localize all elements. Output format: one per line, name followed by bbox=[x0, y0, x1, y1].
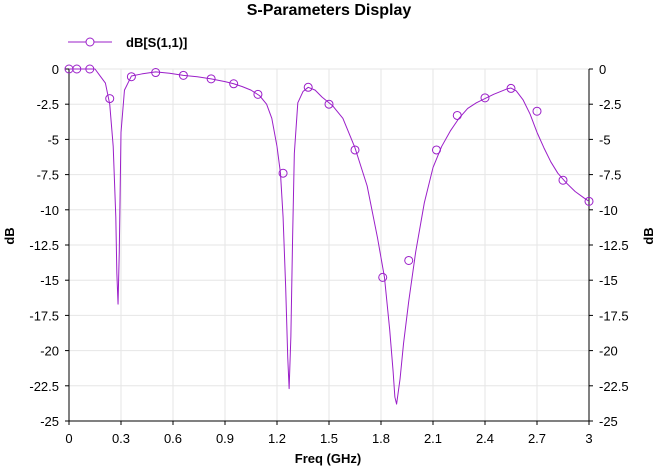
data-point-marker bbox=[452, 110, 462, 120]
x-tick-label: 1.5 bbox=[320, 431, 338, 446]
x-axis-label: Freq (GHz) bbox=[295, 451, 361, 466]
data-point-marker bbox=[404, 255, 414, 265]
y-tick-label-right: -25 bbox=[599, 414, 618, 429]
y-tick-label-right: -5 bbox=[599, 132, 611, 147]
data-point-marker bbox=[126, 72, 136, 82]
legend: dB[S(1,1)] bbox=[68, 35, 187, 50]
data-point-marker bbox=[151, 68, 161, 78]
y-tick-label-left: -12.5 bbox=[29, 238, 59, 253]
tick-labels: 0 0.3 0.6 0.9 1.2 1.5 1.8 2.1 2.4 2.7 3 0 0 -2.5 -2.5 -… bbox=[29, 62, 628, 446]
series-line bbox=[69, 68, 590, 405]
data-point-marker bbox=[72, 64, 82, 74]
legend-marker-icon bbox=[85, 37, 95, 47]
y-tick-label-left: -15 bbox=[40, 273, 59, 288]
y-tick-label-left: -10 bbox=[40, 203, 59, 218]
y-tick-label-right: -15 bbox=[599, 273, 618, 288]
y-tick-label-right: -2.5 bbox=[599, 97, 621, 112]
y-tick-label-right: -20 bbox=[599, 344, 618, 359]
data-point-marker bbox=[532, 106, 542, 116]
data-point-marker bbox=[105, 94, 115, 104]
y-tick-label-right: -12.5 bbox=[599, 238, 629, 253]
x-tick-label: 2.7 bbox=[528, 431, 546, 446]
x-tick-label: 2.4 bbox=[476, 431, 494, 446]
y-tick-label-left: -20 bbox=[40, 344, 59, 359]
y-tick-label-left: -2.5 bbox=[37, 97, 59, 112]
y-axis-label-right: dB bbox=[641, 227, 656, 244]
data-point-marker bbox=[178, 70, 188, 80]
x-tick-label: 1.2 bbox=[268, 431, 286, 446]
data-point-marker bbox=[584, 196, 594, 206]
x-tick-label: 3 bbox=[585, 431, 592, 446]
data-point-marker bbox=[253, 89, 263, 99]
chart-title: S-Parameters Display bbox=[247, 2, 412, 19]
y-tick-label-right: 0 bbox=[599, 62, 606, 77]
y-tick-label-left: -17.5 bbox=[29, 308, 59, 323]
x-tick-label: 0 bbox=[65, 431, 72, 446]
y-tick-label-right: -22.5 bbox=[599, 379, 629, 394]
data-point-marker bbox=[278, 168, 288, 178]
data-point-marker bbox=[303, 82, 313, 92]
x-tick-label: 0.9 bbox=[216, 431, 234, 446]
grid-layer bbox=[68, 68, 590, 422]
data-point-marker bbox=[506, 83, 516, 93]
axis-layer bbox=[65, 68, 593, 425]
y-axis-label-left: dB bbox=[2, 227, 17, 244]
data-point-marker bbox=[480, 93, 490, 103]
x-tick-label: 0.3 bbox=[112, 431, 130, 446]
data-point-marker bbox=[558, 175, 568, 185]
y-tick-label-right: -17.5 bbox=[599, 308, 629, 323]
y-tick-label-left: -22.5 bbox=[29, 379, 59, 394]
series-layer bbox=[64, 64, 594, 405]
data-point-marker bbox=[206, 74, 216, 84]
data-point-marker bbox=[85, 64, 95, 74]
y-tick-label-right: -10 bbox=[599, 203, 618, 218]
legend-label: dB[S(1,1)] bbox=[126, 35, 187, 50]
y-tick-label-right: -7.5 bbox=[599, 168, 621, 183]
x-tick-label: 1.8 bbox=[372, 431, 390, 446]
y-tick-label-left: 0 bbox=[52, 62, 59, 77]
data-point-marker bbox=[229, 79, 239, 89]
y-tick-label-left: -25 bbox=[40, 414, 59, 429]
data-point-marker bbox=[350, 145, 360, 155]
data-point-marker bbox=[324, 99, 334, 109]
x-tick-label: 0.6 bbox=[164, 431, 182, 446]
data-point-marker bbox=[378, 272, 388, 282]
y-tick-label-left: -7.5 bbox=[37, 168, 59, 183]
y-tick-label-left: -5 bbox=[47, 132, 59, 147]
x-tick-label: 2.1 bbox=[424, 431, 442, 446]
data-point-marker bbox=[431, 145, 441, 155]
